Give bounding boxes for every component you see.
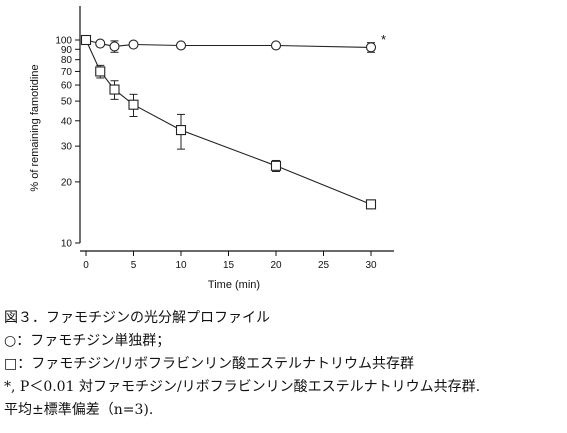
y-tick-label: 10 [61,239,73,250]
caption-title: 図３．ファモチジンの光分解プロファイル [4,307,564,330]
x-tick-label: 20 [270,260,282,271]
y-tick-label: 30 [61,142,73,153]
chart-series [82,36,376,209]
data-point-circle [110,42,119,51]
y-tick-label: 80 [61,55,73,66]
data-point-circle [129,40,138,49]
significance-annotation: * [381,32,386,47]
series-square [82,36,376,209]
y-tick-label: 100 [55,36,72,47]
data-point-square [96,67,105,76]
x-tick-label: 5 [131,260,137,271]
figure-caption: 図３．ファモチジンの光分解プロファイル ○：ファモチジン単独群； □：ファモチジ… [4,307,564,422]
y-axis-ticks: 102030405060708090100 [55,36,80,250]
caption-legend-circle: ○：ファモチジン単独群； [4,330,564,353]
x-tick-label: 15 [223,260,235,271]
y-tick-label: 60 [61,81,73,92]
data-point-square [177,126,186,135]
caption-stats-note: 平均±標準偏差（n=3). [4,399,564,422]
data-point-circle [367,43,376,52]
data-point-circle [272,41,281,50]
chart-axes [80,6,394,251]
y-tick-label: 40 [61,116,73,127]
data-point-circle [96,39,105,48]
data-point-circle [177,41,186,50]
caption-legend-square: □：ファモチジン/リボフラビンリン酸エステルナトリウム共存群 [4,353,564,376]
data-point-square [110,85,119,94]
data-point-square [82,36,91,45]
x-axis-label: Time (min) [208,279,260,291]
x-tick-label: 0 [83,260,89,271]
x-tick-label: 10 [175,260,187,271]
series-circle [82,36,376,53]
y-tick-label: 50 [61,97,73,108]
data-point-square [367,200,376,209]
x-tick-label: 25 [318,260,330,271]
series-line [86,40,371,204]
y-axis-label: % of remaining famotidine [29,64,41,191]
y-tick-label: 20 [61,177,73,188]
x-tick-label: 30 [365,260,377,271]
data-point-square [129,100,138,109]
chart: 102030405060708090100 051015202530 % of … [0,0,567,300]
y-tick-label: 70 [61,67,73,78]
data-point-square [272,161,281,170]
caption-significance: *, P＜0.01 対ファモチジン/リボフラビンリン酸エステルナトリウム共存群. [4,376,564,399]
x-axis-ticks: 0 5 10 15 20 25 30 [83,251,377,271]
